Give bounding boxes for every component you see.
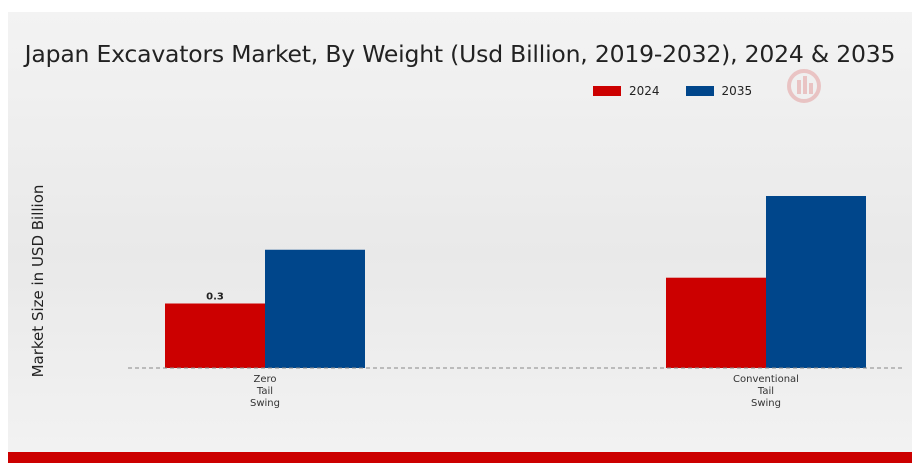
legend: 2024 2035 — [593, 82, 778, 100]
x-tick-label: Zero Tail Swing — [250, 374, 280, 409]
bar-2024-1 — [666, 277, 766, 368]
legend-item-2035: 2035 — [685, 84, 753, 98]
bar-2035-1 — [766, 196, 866, 368]
legend-label-2035: 2035 — [721, 84, 753, 98]
bar-2024-0 — [165, 303, 265, 368]
data-label: 0.3 — [206, 292, 224, 303]
bottom-accent-bar — [8, 452, 912, 463]
legend-label-2024: 2024 — [629, 84, 660, 98]
legend-swatch-2035 — [685, 86, 714, 96]
logo-watermark-icon — [787, 69, 821, 103]
y-axis-label: Market Size in USD Billion — [29, 185, 47, 378]
chart-title: Japan Excavators Market, By Weight (Usd … — [24, 40, 896, 68]
bar-2035-0 — [265, 249, 365, 368]
chart-background — [8, 12, 912, 452]
legend-swatch-2024 — [593, 86, 621, 96]
legend-item-2024: 2024 — [593, 84, 660, 98]
x-tick-label: Conventional Tail Swing — [733, 374, 799, 409]
